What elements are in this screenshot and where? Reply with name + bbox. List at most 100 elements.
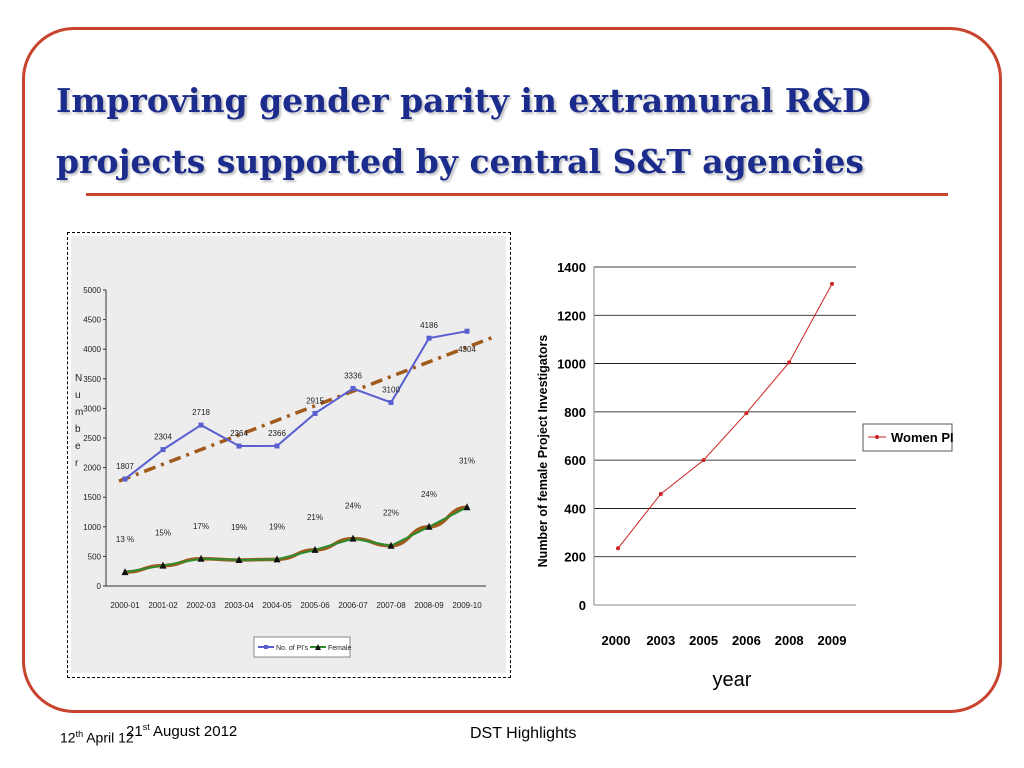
female-data-label: 19% xyxy=(269,522,285,531)
women-pi-point xyxy=(701,458,706,463)
chart-background xyxy=(71,236,506,673)
women-pi-point xyxy=(744,411,749,416)
pi-data-label: 3100 xyxy=(382,385,400,394)
pi-data-label: 2718 xyxy=(192,408,210,417)
pi-point xyxy=(274,443,280,449)
x-tick-label: 2003 xyxy=(646,633,675,648)
women-pi-chart: 0 200 400 600 800 1000 1200 1400 2000 2003 2005 200… xyxy=(530,240,970,700)
x-tick-label: 2005 xyxy=(689,633,718,648)
y-tick-label: 400 xyxy=(564,501,586,516)
women-pi-point xyxy=(787,360,792,365)
y-tick-label: 3500 xyxy=(83,375,101,384)
women-pi-chart-svg: 0 200 400 600 800 1000 1200 1400 2000 2003 2005 200… xyxy=(536,260,954,691)
x-axis-label: year xyxy=(713,669,752,691)
y-axis-label-letter: r xyxy=(75,458,79,469)
y-tick-label: 0 xyxy=(579,598,586,613)
pi-data-label: 3336 xyxy=(344,372,362,381)
pi-line-chart: 0 500 1000 1500 2000 2500 3000 3500 4000 4500 5000… xyxy=(67,232,511,678)
x-tick-label: 2004-05 xyxy=(262,601,292,610)
y-tick-label: 5000 xyxy=(83,286,101,295)
pi-point xyxy=(122,476,128,482)
female-point xyxy=(463,503,471,511)
pi-data-label: 2366 xyxy=(268,429,286,438)
pi-point xyxy=(388,399,394,405)
chart-legend: No. of PI's Female xyxy=(253,636,351,658)
pi-series-line xyxy=(124,330,468,480)
pi-data-label: 2304 xyxy=(154,433,172,442)
legend-label-female: Female xyxy=(328,645,351,652)
legend-box xyxy=(253,636,351,658)
pi-point xyxy=(426,335,432,341)
female-data-label: 15% xyxy=(155,529,171,538)
x-tick-label: 2006 xyxy=(732,633,761,648)
female-data-label: 24% xyxy=(345,502,361,511)
y-tick-label: 1000 xyxy=(83,523,101,532)
y-tick-label: 1000 xyxy=(557,357,586,372)
y-tick-label: 3000 xyxy=(83,404,101,413)
title-line-1: Improving gender parity in extramural R&… xyxy=(56,81,871,120)
y-tick-label: 1400 xyxy=(557,260,586,275)
female-point xyxy=(387,541,395,549)
slide-title: Improving gender parity in extramural R&… xyxy=(56,70,956,192)
footer-center-text: DST Highlights xyxy=(470,725,577,742)
y-tick-label: 2000 xyxy=(83,464,101,473)
y-axis-label-letter: u xyxy=(75,390,81,401)
pi-data-label: 4186 xyxy=(420,321,438,330)
title-underline xyxy=(86,193,948,196)
legend-label: Women PI xyxy=(891,430,954,445)
x-tick-label: 2000-01 xyxy=(110,601,140,610)
pi-point xyxy=(198,422,204,428)
women-pi-point xyxy=(616,546,620,551)
footer-date-left: 12th April 12 xyxy=(60,729,134,746)
y-tick-label: 0 xyxy=(97,582,102,591)
y-tick-label: 1500 xyxy=(83,493,101,502)
footer-date-overlay: 21st August 2012 xyxy=(126,722,238,740)
female-data-label: 22% xyxy=(383,509,399,518)
x-tick-label: 2009-10 xyxy=(452,601,482,610)
female-point xyxy=(197,554,205,562)
female-data-label: 31% xyxy=(459,456,475,465)
pi-trendline xyxy=(118,335,495,483)
x-tick-label: 2008-09 xyxy=(414,601,444,610)
y-tick-label: 4500 xyxy=(83,316,101,325)
pi-point xyxy=(236,443,242,449)
y-axis-label-letter: e xyxy=(75,441,81,452)
legend-marker xyxy=(875,435,879,439)
women-pi-point xyxy=(658,491,663,496)
y-axis-label-letter: m xyxy=(75,407,83,418)
y-tick-label: 4000 xyxy=(83,345,101,354)
female-data-label: 17% xyxy=(193,522,209,531)
y-tick-label: 600 xyxy=(564,453,586,468)
female-data-label: 24% xyxy=(421,490,437,499)
female-point xyxy=(311,545,319,553)
x-tick-label: 2003-04 xyxy=(224,601,254,610)
pi-point xyxy=(312,410,318,416)
women-pi-point xyxy=(830,281,834,286)
x-tick-label: 2000 xyxy=(602,633,631,648)
female-point xyxy=(273,555,281,563)
chart-legend: Women PI xyxy=(862,423,954,452)
female-data-label: 21% xyxy=(307,513,323,522)
title-line-2: projects supported by central S&T agenci… xyxy=(56,142,864,181)
pi-chart-svg: 0 500 1000 1500 2000 2500 3000 3500 4000 4500 5000… xyxy=(71,236,506,673)
female-point xyxy=(235,555,243,563)
x-tick-label: 2007-08 xyxy=(376,601,406,610)
y-tick-label: 1200 xyxy=(557,308,586,323)
y-axis-label: Number of female Project Investigators xyxy=(536,335,550,568)
legend-marker-female xyxy=(315,644,321,650)
y-tick-label: 200 xyxy=(564,550,586,565)
x-tick-label: 2001-02 xyxy=(148,601,178,610)
pi-data-label: 1807 xyxy=(116,462,134,471)
legend-marker-pi xyxy=(264,645,268,649)
pi-point xyxy=(350,386,356,392)
female-point xyxy=(425,522,433,530)
x-tick-label: 2005-06 xyxy=(300,601,330,610)
female-data-label: 13 % xyxy=(116,535,134,544)
female-point xyxy=(159,561,167,569)
y-axis-label-letter: N xyxy=(75,373,82,384)
pi-data-label: 2364 xyxy=(230,429,248,438)
pi-data-label: 4304 xyxy=(458,345,476,354)
y-tick-label: 2500 xyxy=(83,434,101,443)
y-tick-label: 500 xyxy=(88,552,102,561)
x-tick-label: 2006-07 xyxy=(338,601,368,610)
